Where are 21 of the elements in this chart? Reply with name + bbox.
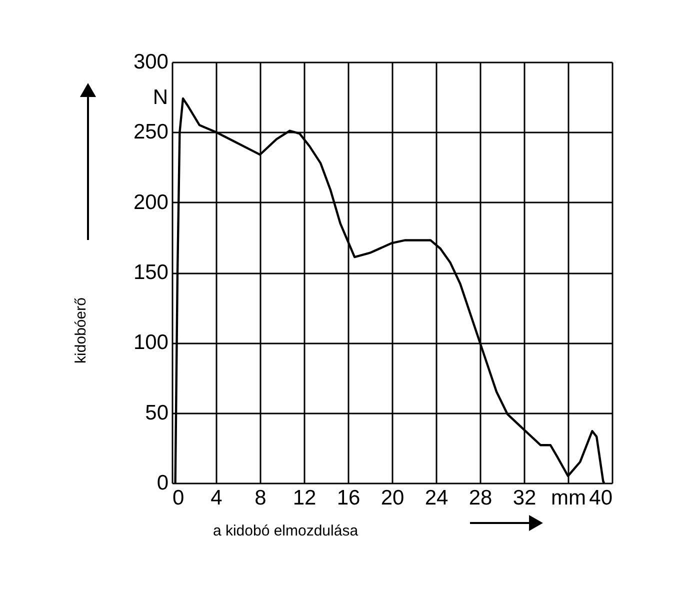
x-tick-label: mm (551, 486, 586, 510)
y-axis-title: kidobóerő (72, 298, 90, 364)
x-tick-label: 16 (336, 486, 360, 510)
x-tick-label: 4 (210, 486, 223, 510)
y-tick-label: 300 (133, 50, 168, 74)
y-tick-label: 100 (133, 331, 168, 354)
x-tick-label: 24 (424, 486, 448, 510)
y-tick-label: 150 (133, 261, 168, 284)
x-tick-label: 32 (512, 486, 536, 510)
y-tick-label: 50 (145, 401, 168, 424)
y-tick-label: 0 (156, 472, 168, 494)
x-tick-label: 28 (468, 486, 492, 510)
x-tick-label: 0 (172, 486, 184, 510)
x-axis-title: a kidobó elmozdulása (212, 522, 359, 540)
x-tick-label: 12 (292, 486, 316, 510)
x-tick-label: 20 (380, 486, 404, 510)
x-tick-label: 40 (589, 486, 612, 510)
y-tick-label: 250 (133, 120, 168, 144)
text: N (152, 86, 168, 109)
y-tick-label: 200 (133, 190, 168, 214)
x-tick-label: 8 (254, 486, 266, 510)
